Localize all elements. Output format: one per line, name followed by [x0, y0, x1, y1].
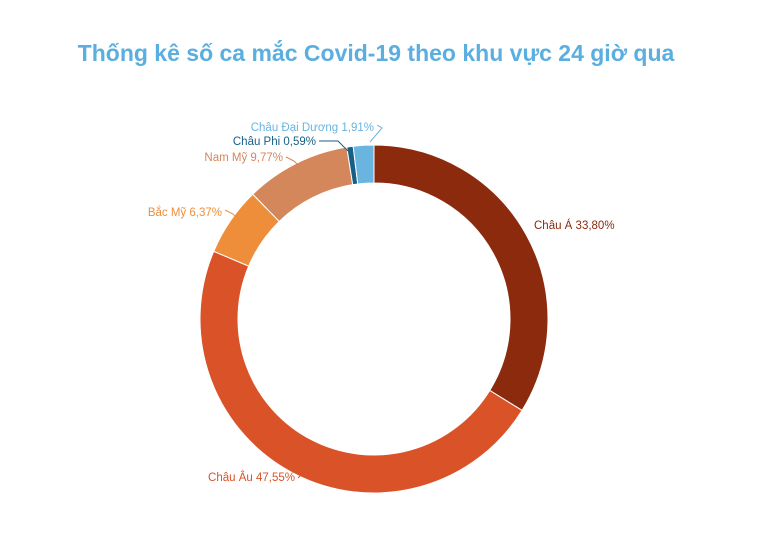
donut-slice — [373, 144, 549, 412]
leader-line — [297, 459, 319, 479]
leader-line — [224, 209, 241, 222]
slice-label: Châu Phi 0,59% — [233, 136, 316, 148]
slice-label: Bắc Mỹ 6,37% — [148, 206, 222, 219]
chart-title: Thống kê số ca mắc Covid-19 theo khu vực… — [77, 40, 675, 66]
slice-label: Châu Âu 47,55% — [208, 471, 295, 484]
leader-line — [369, 124, 383, 143]
slice-label: Châu Đại Dương 1,91% — [251, 122, 374, 134]
leader-line — [285, 156, 301, 168]
donut-slice — [199, 250, 523, 494]
slice-label: Châu Á 33,80% — [534, 219, 615, 232]
leader-line — [319, 140, 349, 152]
donut-slice — [352, 144, 375, 185]
slice-label: Nam Mỹ 9,77% — [204, 152, 283, 164]
